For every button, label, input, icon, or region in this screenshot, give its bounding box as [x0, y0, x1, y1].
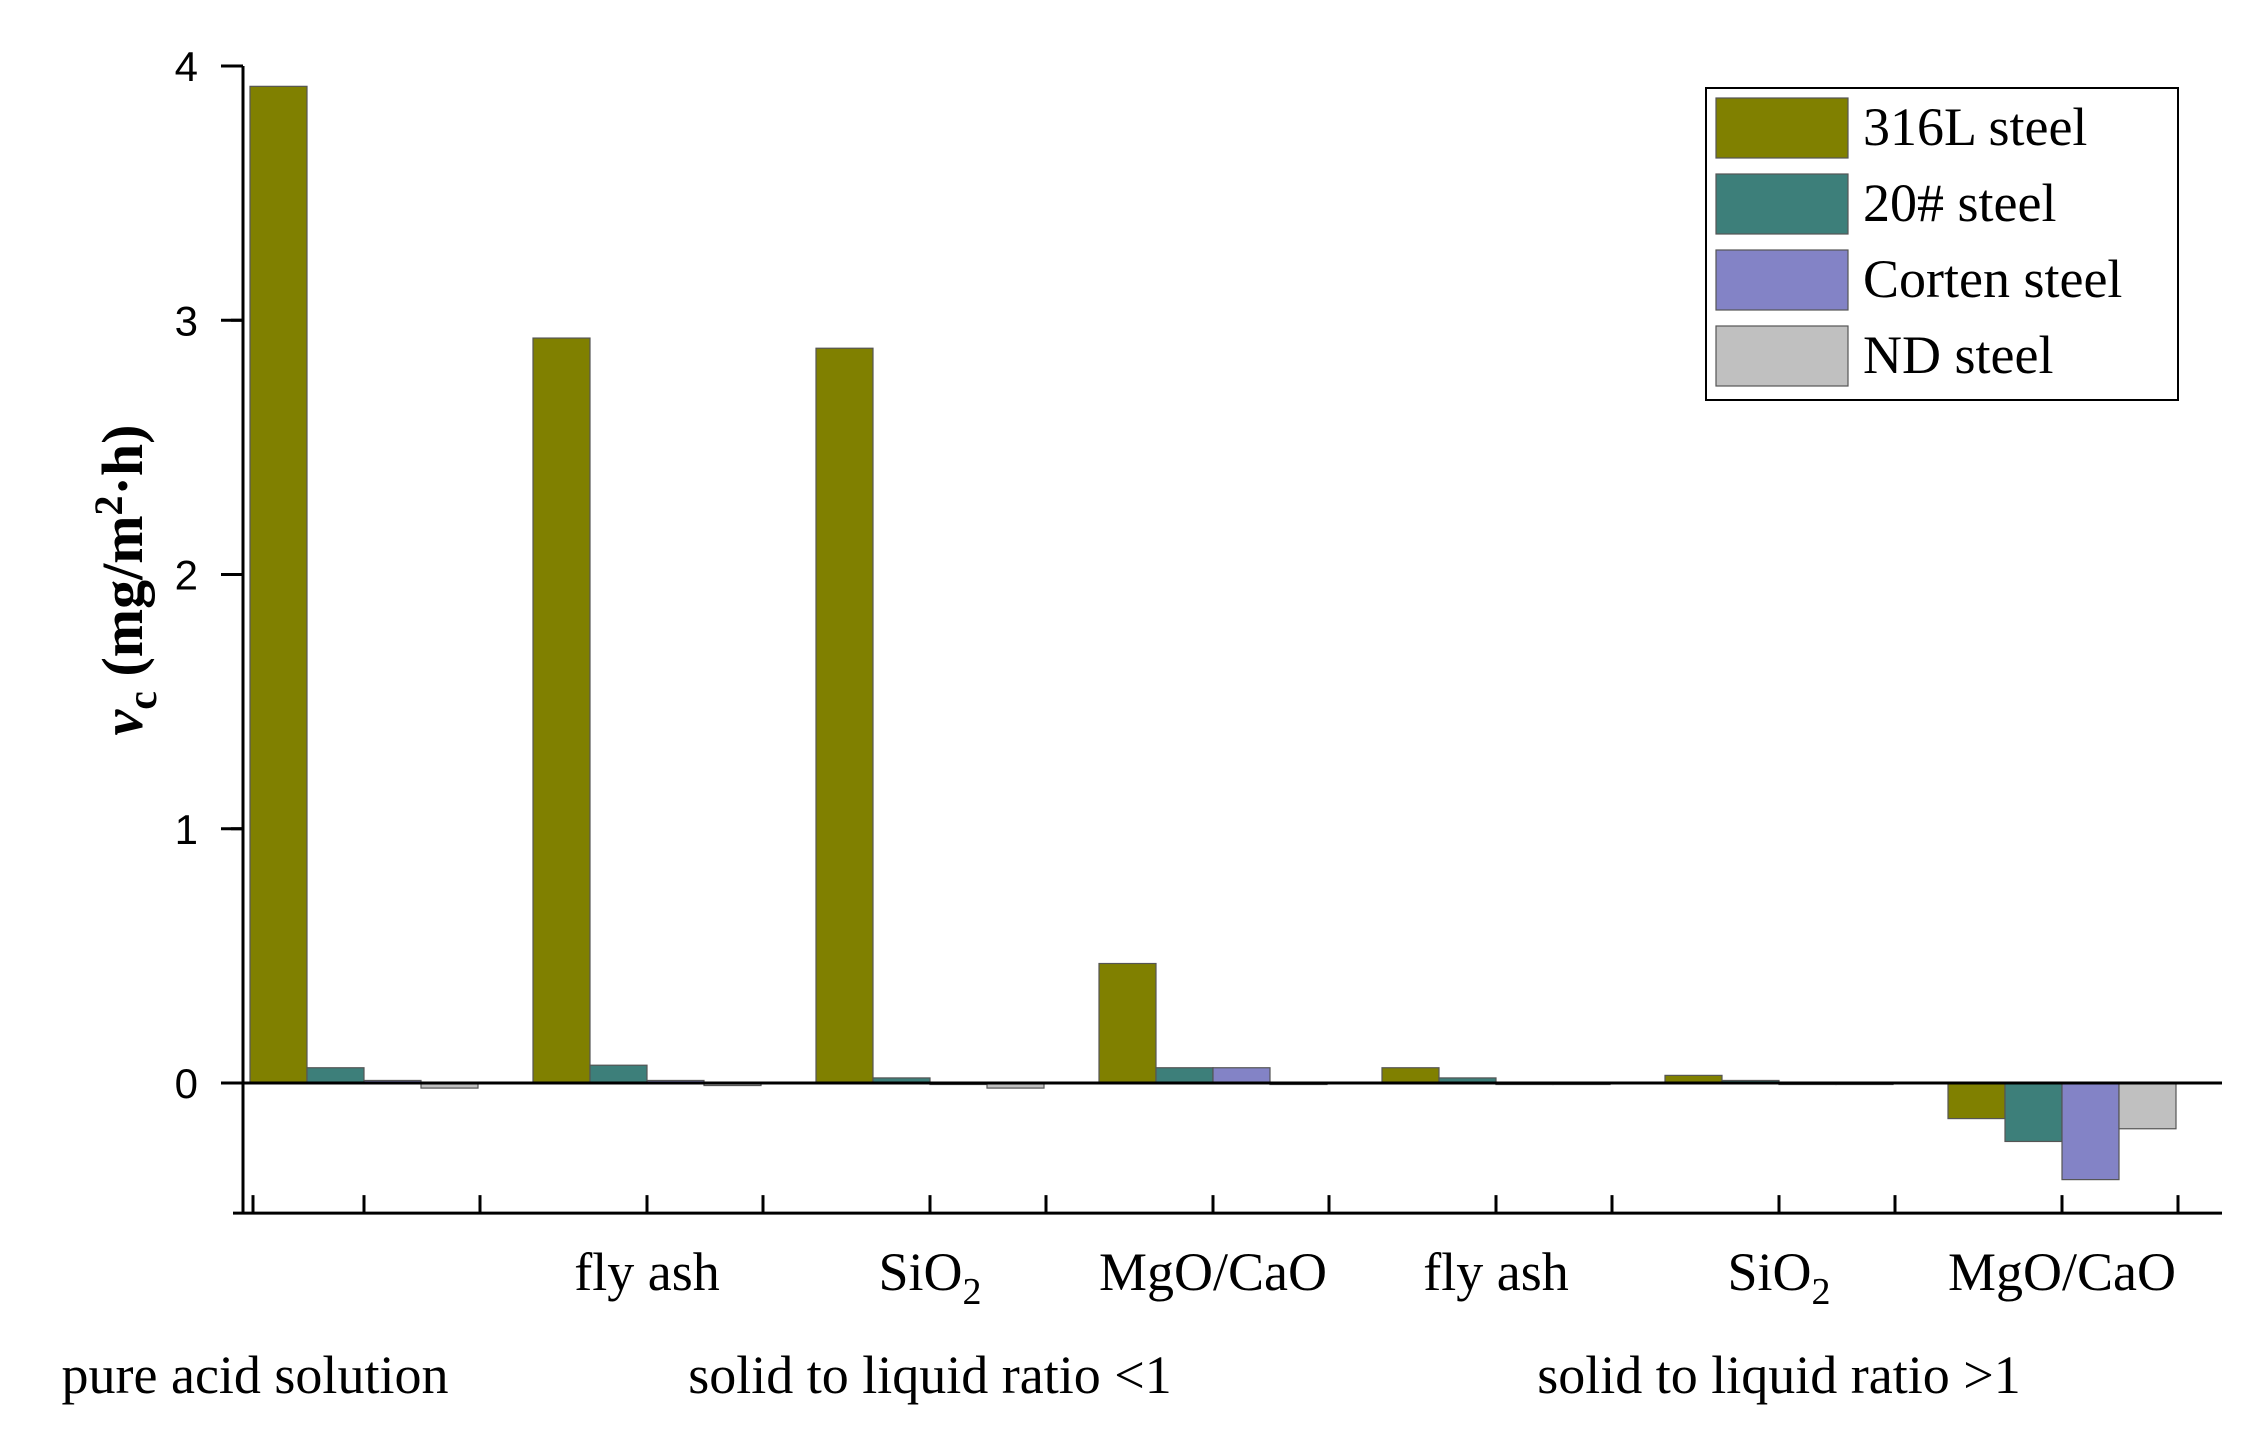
- legend-swatch-2: [1715, 249, 1849, 311]
- y-tick-label-4: 4: [175, 43, 198, 90]
- y-axis-label: vc (mg/m2·h): [86, 425, 166, 736]
- y-tick-label-3: 3: [175, 297, 198, 344]
- y-tick-label-0: 0: [175, 1060, 198, 1107]
- legend-label-1: 20# steel: [1863, 173, 2056, 233]
- bar-20-steel-0: [306, 1067, 365, 1084]
- category-label-5: SiO2: [1727, 1242, 1830, 1313]
- group-label-2: solid to liquid ratio >1: [1537, 1345, 2020, 1405]
- bar-corten-steel-6: [2061, 1082, 2120, 1181]
- bar-20-steel-6: [2004, 1082, 2063, 1143]
- bar-20-steel-1: [589, 1064, 648, 1084]
- legend-swatch-1: [1715, 173, 1849, 235]
- legend: 316L steel 20# steel Corten steel ND steel: [1705, 87, 2179, 401]
- axes-layer: [221, 64, 2222, 1215]
- category-label-6: MgO/CaO: [1948, 1242, 2176, 1302]
- bar-316l-steel-2: [815, 347, 874, 1084]
- y-tick-label-2: 2: [175, 552, 198, 599]
- bar-316l-steel-3: [1098, 962, 1157, 1084]
- category-label-4: fly ash: [1423, 1242, 1568, 1302]
- bars-layer: [249, 85, 2177, 1181]
- bar-316l-steel-4: [1381, 1067, 1440, 1084]
- legend-label-3: ND steel: [1863, 325, 2053, 385]
- labels-layer: 0 1 2 3 4 fly ash SiO2 MgO/CaO fly ash SiO2 MgO/Ca…: [62, 43, 2176, 1405]
- category-label-3: MgO/CaO: [1099, 1242, 1327, 1302]
- category-label-1: fly ash: [574, 1242, 719, 1302]
- legend-swatch-3: [1715, 325, 1849, 387]
- group-label-0: pure acid solution: [62, 1345, 449, 1405]
- group-label-1: solid to liquid ratio <1: [688, 1345, 1171, 1405]
- legend-swatch-0: [1715, 97, 1849, 159]
- bar-316l-steel-0: [249, 85, 308, 1084]
- bar-316l-steel-6: [1947, 1082, 2006, 1120]
- y-tick-label-1: 1: [175, 806, 198, 853]
- bar-corten-steel-3: [1212, 1067, 1271, 1084]
- legend-label-2: Corten steel: [1863, 249, 2122, 309]
- category-label-2: SiO2: [878, 1242, 981, 1313]
- bar-316l-steel-1: [532, 337, 591, 1084]
- bar-20-steel-3: [1155, 1067, 1214, 1084]
- bar-nd-steel-6: [2118, 1082, 2177, 1130]
- legend-label-0: 316L steel: [1863, 97, 2087, 157]
